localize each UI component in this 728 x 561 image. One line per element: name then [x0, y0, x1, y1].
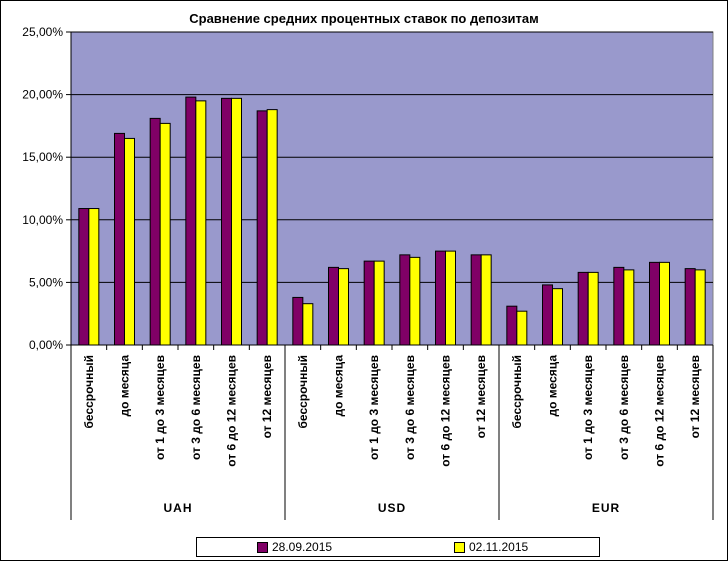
category-label: бессрочный [510, 355, 524, 428]
bar-uah-5-series-1 [221, 97, 232, 346]
bar-uah-3-series-1 [149, 117, 161, 346]
category-label: от 1 до 3 месяцев [367, 355, 381, 460]
bar-usd-6-series-1 [470, 254, 482, 346]
y-tick-label: 20,00% [22, 88, 63, 102]
bar-eur-4-series-2 [623, 269, 635, 346]
bar-usd-4-series-2 [409, 256, 421, 346]
bar-eur-6-series-2 [694, 269, 706, 346]
legend-item-series-1: 28.09.2015 [257, 540, 332, 554]
y-tick-label: 10,00% [22, 213, 63, 227]
category-label: до месяца [118, 355, 132, 417]
bar-uah-4-series-2 [195, 100, 207, 346]
bar-usd-2-series-1 [328, 266, 339, 346]
bar-uah-2-series-1 [114, 132, 125, 346]
category-label: от 6 до 12 месяцев [653, 355, 667, 467]
bar-eur-1-series-1 [506, 305, 518, 346]
bar-usd-5-series-2 [445, 250, 456, 346]
bar-uah-1-series-1 [78, 208, 90, 346]
category-label: от 12 месяцев [260, 355, 274, 438]
bar-usd-5-series-1 [435, 250, 446, 346]
bar-uah-1-series-2 [88, 208, 100, 346]
category-label: от 3 до 6 месяцев [403, 355, 417, 460]
chart-title: Сравнение средних процентных ставок по д… [189, 11, 539, 26]
y-tick-label: 5,00% [29, 275, 63, 289]
bar-eur-3-series-2 [587, 271, 599, 346]
bar-eur-5-series-1 [649, 261, 660, 346]
bar-eur-5-series-2 [659, 261, 670, 346]
plot-area [70, 31, 714, 346]
bar-usd-4-series-1 [399, 254, 411, 346]
bar-eur-2-series-2 [552, 288, 563, 346]
bar-eur-1-series-2 [516, 310, 528, 346]
bar-uah-2-series-2 [124, 137, 135, 346]
category-label: от 6 до 12 месяцев [439, 355, 453, 467]
category-label: от 6 до 12 месяцев [225, 355, 239, 467]
group-label-eur: EUR [592, 501, 620, 515]
bar-uah-5-series-2 [231, 97, 242, 346]
bar-eur-2-series-1 [542, 284, 553, 346]
category-label: до месяца [332, 355, 346, 417]
category-label: от 3 до 6 месяцев [617, 355, 631, 460]
bar-uah-4-series-1 [185, 96, 197, 346]
bar-usd-3-series-2 [373, 260, 385, 346]
legend-swatch-series-2 [454, 541, 465, 553]
category-label: от 1 до 3 месяцев [153, 355, 167, 460]
legend-label-series-2: 02.11.2015 [469, 540, 529, 554]
bar-eur-4-series-1 [613, 266, 625, 346]
bar-uah-3-series-2 [159, 122, 171, 346]
bar-uah-6-series-1 [256, 110, 268, 346]
category-label: до месяца [546, 355, 560, 417]
y-tick-label: 25,00% [22, 25, 63, 39]
category-label: бессрочный [296, 355, 310, 428]
bar-usd-6-series-2 [480, 254, 492, 346]
category-label: от 12 месяцев [474, 355, 488, 438]
bar-eur-6-series-1 [684, 268, 696, 346]
bar-usd-1-series-1 [292, 296, 304, 346]
bar-uah-6-series-2 [266, 109, 278, 346]
category-label: бессрочный [82, 355, 96, 428]
bar-usd-3-series-1 [363, 260, 375, 346]
category-label: от 1 до 3 месяцев [581, 355, 595, 460]
y-tick-label: 15,00% [22, 150, 63, 164]
category-label: от 12 месяцев [688, 355, 702, 438]
legend-swatch-series-1 [257, 541, 268, 553]
bar-usd-1-series-2 [302, 303, 314, 346]
group-label-uah: UAH [164, 501, 193, 515]
bar-eur-3-series-1 [577, 271, 589, 346]
chart-legend: 28.09.2015 02.11.2015 [196, 537, 600, 557]
bar-usd-2-series-2 [338, 268, 349, 346]
group-label-usd: USD [378, 501, 406, 515]
legend-label-series-1: 28.09.2015 [272, 540, 333, 554]
y-tick-label: 0,00% [29, 338, 63, 352]
category-label: от 3 до 6 месяцев [189, 355, 203, 460]
legend-item-series-2: 02.11.2015 [454, 540, 528, 554]
